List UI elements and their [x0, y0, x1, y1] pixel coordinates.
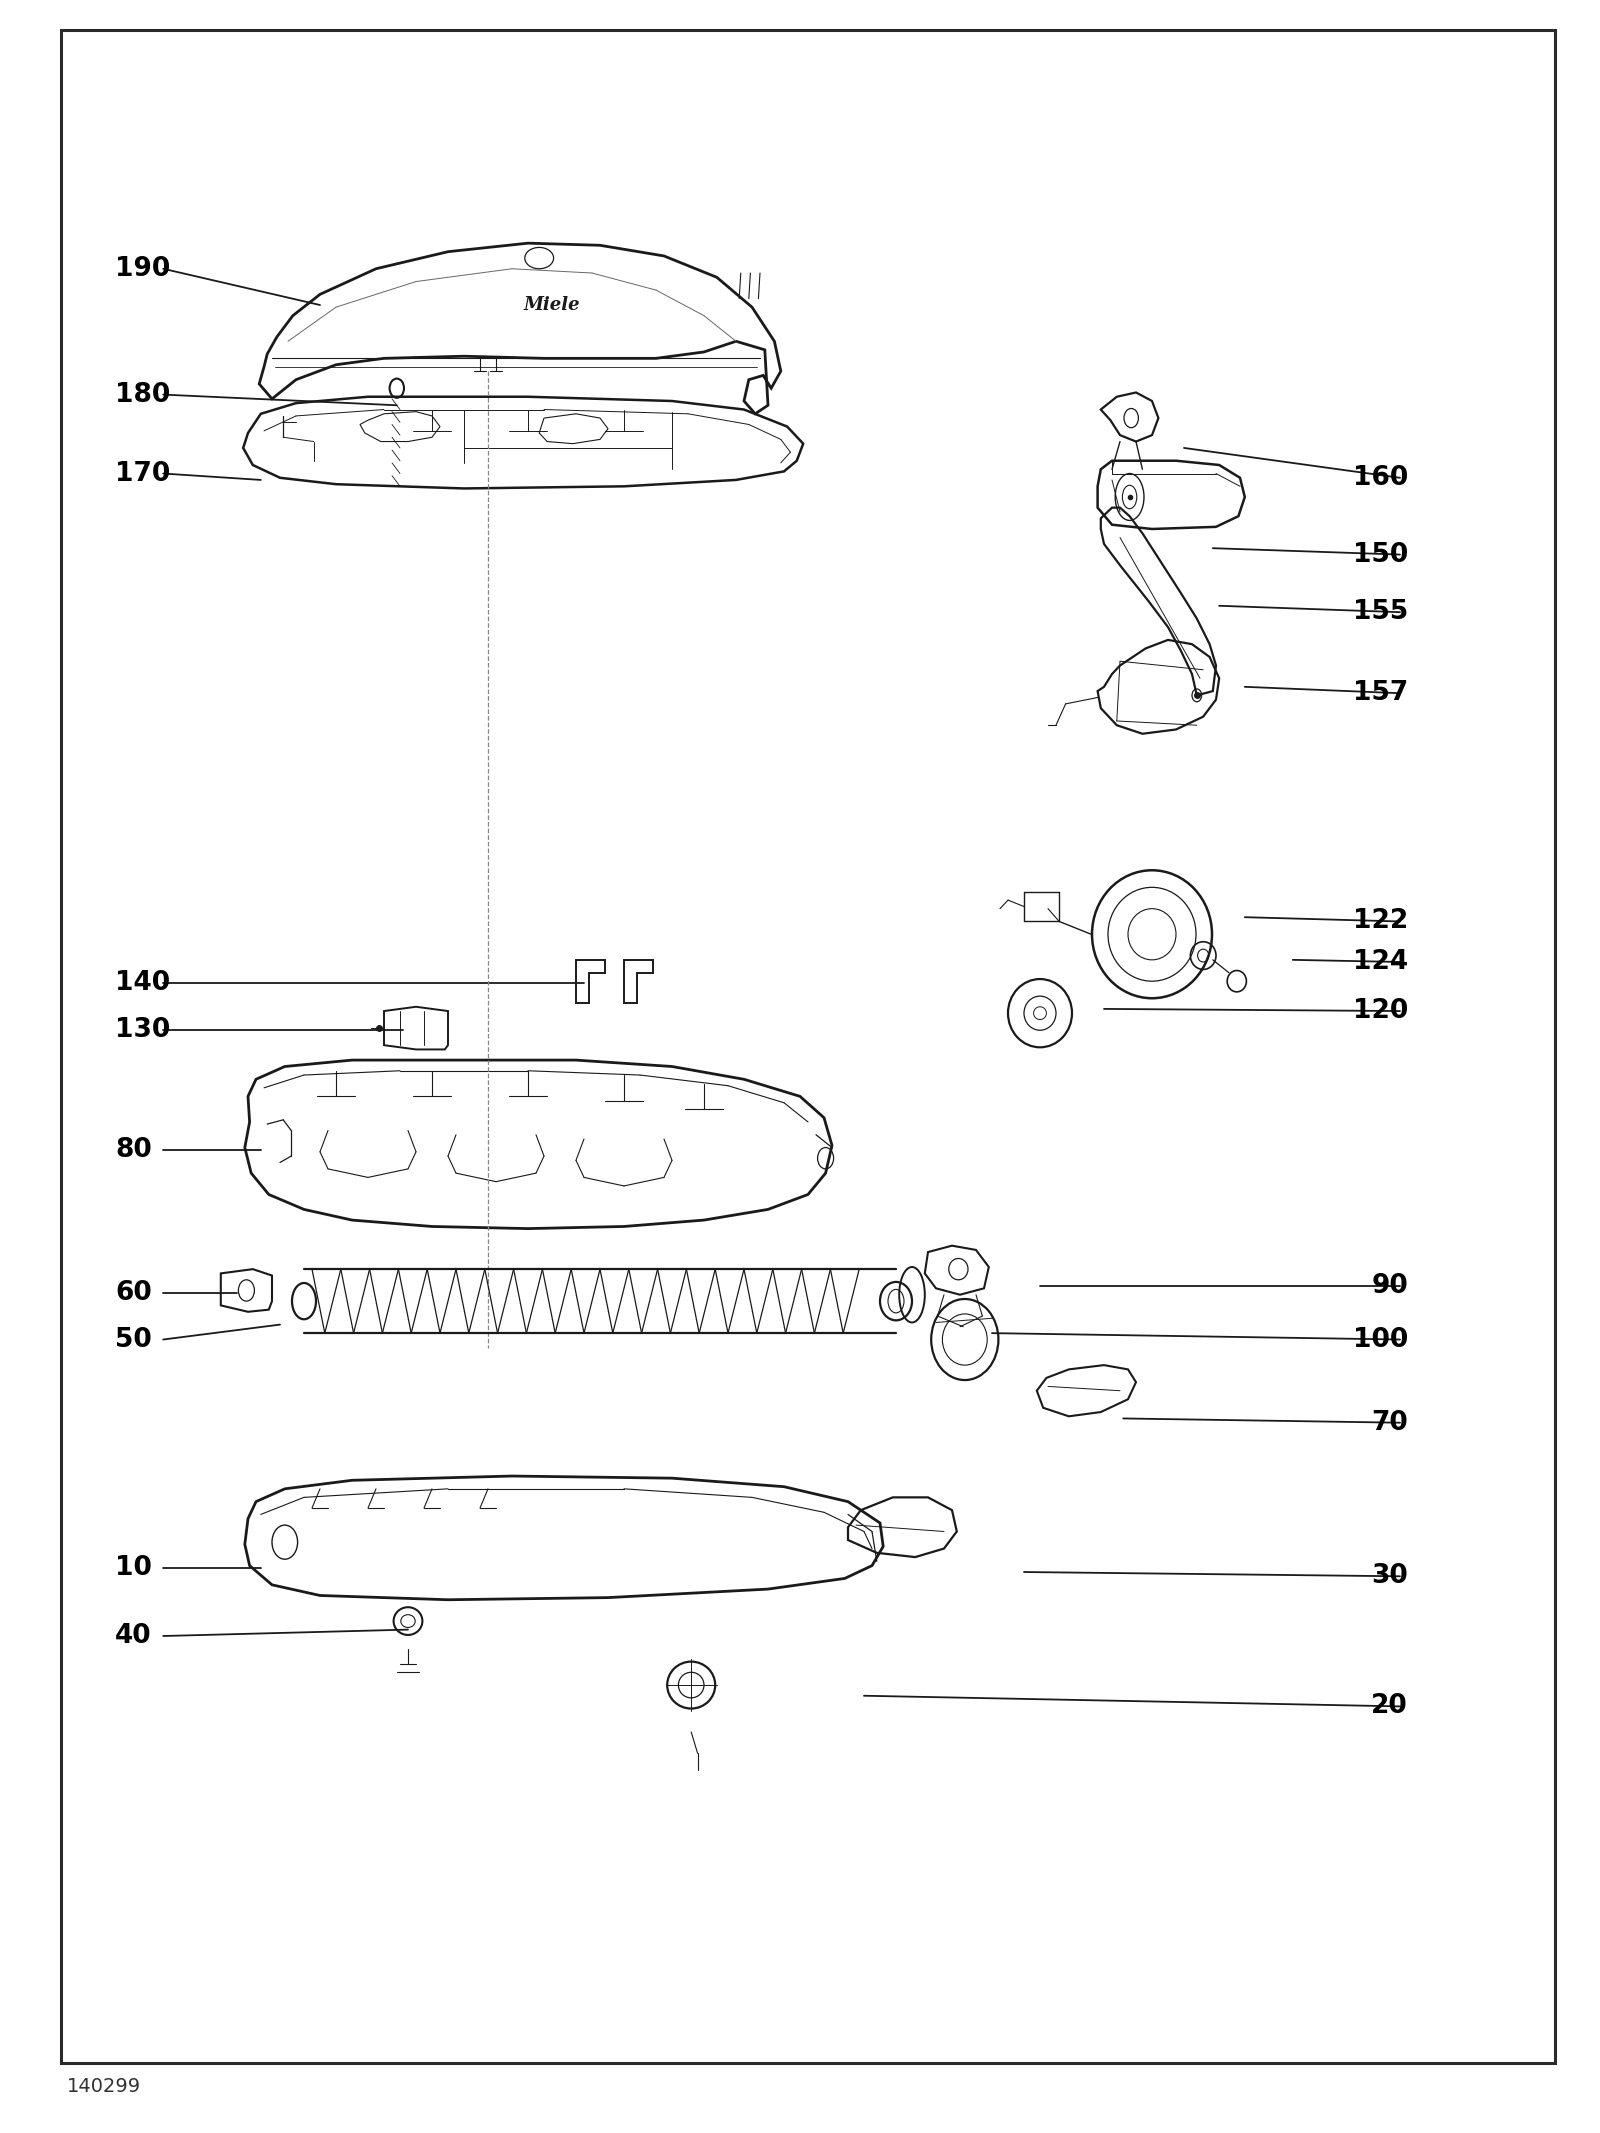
Text: 180: 180 [115, 382, 171, 407]
Text: 157: 157 [1352, 680, 1408, 706]
Text: 190: 190 [115, 256, 171, 282]
Text: 80: 80 [115, 1137, 152, 1162]
Text: 140: 140 [115, 971, 170, 996]
Text: 40: 40 [115, 1623, 152, 1649]
Text: 122: 122 [1352, 909, 1408, 934]
Text: 50: 50 [115, 1327, 152, 1352]
Text: 70: 70 [1371, 1410, 1408, 1436]
Text: 155: 155 [1352, 599, 1408, 625]
Text: 20: 20 [1371, 1694, 1408, 1719]
Text: 120: 120 [1352, 998, 1408, 1024]
Text: 60: 60 [115, 1280, 152, 1305]
Text: Miele: Miele [523, 296, 581, 314]
Text: 100: 100 [1352, 1327, 1408, 1352]
Text: 140299: 140299 [67, 2078, 141, 2095]
Text: 90: 90 [1371, 1273, 1408, 1299]
Text: 30: 30 [1371, 1563, 1408, 1589]
Text: 170: 170 [115, 461, 171, 486]
Text: 150: 150 [1352, 542, 1408, 567]
Text: 10: 10 [115, 1555, 152, 1581]
Text: 130: 130 [115, 1017, 171, 1043]
Text: 160: 160 [1352, 465, 1408, 491]
Text: 124: 124 [1354, 949, 1408, 975]
